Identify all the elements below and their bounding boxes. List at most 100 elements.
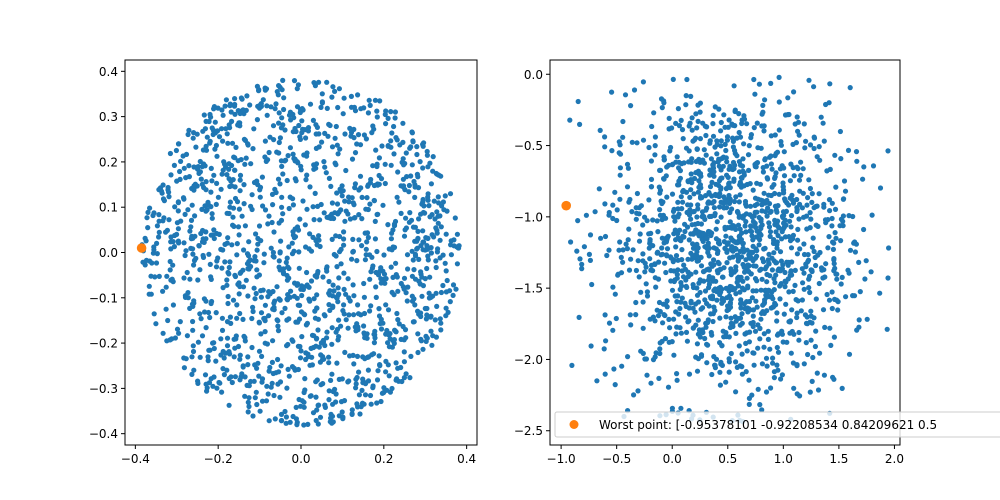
scatter-point <box>656 299 663 306</box>
scatter-point <box>726 180 732 186</box>
scatter-point <box>790 360 797 366</box>
scatter-point <box>423 316 429 322</box>
scatter-point <box>791 385 797 391</box>
scatter-point <box>428 181 434 187</box>
scatter-point <box>739 175 745 181</box>
scatter-point <box>210 383 216 389</box>
scatter-point <box>294 224 301 230</box>
scatter-point <box>659 200 665 207</box>
scatter-point <box>755 345 761 351</box>
scatter-point <box>254 274 260 280</box>
scatter-point <box>620 134 626 140</box>
scatter-point <box>407 210 413 216</box>
scatter-point <box>625 237 631 243</box>
scatter-point <box>226 264 232 271</box>
scatter-point <box>815 387 822 393</box>
scatter-point <box>409 248 415 254</box>
scatter-point <box>234 241 240 247</box>
scatter-point <box>207 261 213 267</box>
scatter-point <box>747 254 754 260</box>
scatter-point <box>673 159 679 165</box>
scatter-point <box>396 321 402 327</box>
scatter-point <box>342 131 348 137</box>
scatter-point <box>691 191 697 197</box>
scatter-point <box>329 325 335 331</box>
scatter-point <box>278 363 284 369</box>
scatter-point <box>385 222 391 228</box>
left-scatter-plot: −0.4 −0.2 0.0 0.2 0.4−0.4−0.3−0.2−0.10.00.10… <box>89 59 478 466</box>
scatter-point <box>688 216 694 222</box>
scatter-point <box>254 267 260 273</box>
scatter-point <box>842 188 849 194</box>
scatter-point <box>358 185 364 191</box>
scatter-point <box>160 288 166 294</box>
scatter-point <box>254 401 260 408</box>
scatter-point <box>338 399 345 405</box>
scatter-point <box>146 291 152 297</box>
scatter-point <box>398 280 404 287</box>
scatter-point <box>306 284 312 290</box>
scatter-point <box>820 307 827 313</box>
scatter-point <box>313 161 320 167</box>
y-tick-label: −1.5 <box>514 282 543 296</box>
scatter-point <box>346 312 352 318</box>
scatter-point <box>279 194 285 200</box>
scatter-point <box>771 369 778 375</box>
scatter-point <box>447 299 453 305</box>
scatter-point <box>716 261 722 267</box>
scatter-point <box>807 289 813 296</box>
scatter-point <box>765 336 772 342</box>
scatter-point <box>283 157 289 163</box>
scatter-point <box>718 119 724 126</box>
scatter-point <box>214 180 220 186</box>
scatter-point <box>313 394 319 400</box>
scatter-point <box>204 134 210 140</box>
scatter-point <box>255 235 261 242</box>
scatter-point <box>203 208 209 214</box>
scatter-point <box>683 329 690 335</box>
scatter-point <box>737 192 743 198</box>
scatter-point <box>262 207 269 213</box>
scatter-point <box>395 288 401 294</box>
scatter-point <box>723 147 729 154</box>
scatter-point <box>246 239 252 245</box>
scatter-point <box>799 297 806 303</box>
scatter-point <box>810 354 816 361</box>
scatter-point <box>330 401 336 407</box>
scatter-point <box>751 125 757 131</box>
scatter-point <box>751 362 757 368</box>
scatter-point <box>602 201 608 207</box>
scatter-point <box>280 211 286 217</box>
scatter-point <box>327 288 333 294</box>
scatter-point <box>378 276 384 282</box>
scatter-point <box>648 267 654 273</box>
scatter-point <box>176 240 182 246</box>
scatter-point <box>279 310 285 316</box>
scatter-point <box>308 393 314 399</box>
scatter-point <box>758 218 764 224</box>
scatter-point <box>666 316 672 322</box>
scatter-point <box>667 254 674 260</box>
scatter-point <box>251 179 258 186</box>
scatter-point <box>793 297 799 303</box>
x-tick-label: 0.4 <box>457 452 476 466</box>
scatter-point <box>318 352 324 358</box>
x-tick-label: 2.0 <box>885 452 904 466</box>
scatter-point <box>809 244 816 250</box>
scatter-point <box>776 191 782 197</box>
scatter-point <box>669 191 676 197</box>
scatter-point <box>362 257 368 263</box>
scatter-point <box>675 182 681 188</box>
scatter-point <box>752 161 758 168</box>
scatter-point <box>292 280 298 286</box>
scatter-point <box>433 264 439 271</box>
scatter-point <box>758 266 764 272</box>
scatter-point <box>885 148 891 154</box>
scatter-point <box>310 344 317 351</box>
scatter-point <box>270 253 276 259</box>
scatter-point <box>742 269 748 275</box>
scatter-point <box>248 263 254 270</box>
scatter-point <box>610 215 616 222</box>
scatter-point <box>314 292 320 298</box>
scatter-point <box>191 367 197 373</box>
